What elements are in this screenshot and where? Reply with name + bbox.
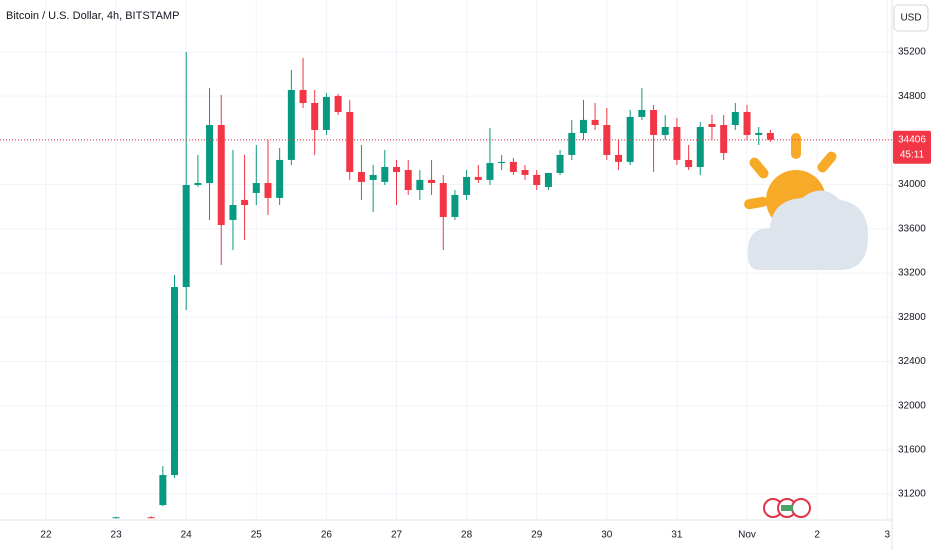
x-tick-label: 25 <box>251 530 263 541</box>
y-tick-label: 32400 <box>898 356 926 367</box>
x-tick-label: 27 <box>391 530 403 541</box>
candle-body <box>404 169 412 190</box>
x-tick-label: 31 <box>671 530 683 541</box>
candle-body <box>685 159 693 167</box>
candle-body <box>766 132 774 140</box>
x-tick-label: Nov <box>738 530 756 541</box>
candle-body <box>579 119 587 133</box>
x-tick-label: 29 <box>531 530 543 541</box>
candle-body <box>252 183 260 193</box>
y-tick-label: 32800 <box>898 312 926 323</box>
candle-body <box>696 126 704 167</box>
candle-body <box>276 159 284 198</box>
candle-body <box>568 132 576 155</box>
candle-body <box>509 161 517 172</box>
y-tick-label: 32000 <box>898 400 926 411</box>
candle-body <box>264 183 272 198</box>
candle-body <box>708 124 716 127</box>
candle-body <box>743 111 751 135</box>
y-tick-label: 33600 <box>898 223 926 234</box>
candle-body <box>533 174 541 186</box>
candle-body <box>720 124 728 153</box>
chart-title: Bitcoin / U.S. Dollar, 4h, BITSTAMP <box>6 10 179 22</box>
y-tick-label: 31600 <box>898 444 926 455</box>
candle-body <box>638 109 646 117</box>
candle-body <box>731 111 739 125</box>
candle-body <box>357 171 365 182</box>
x-tick-label: 2 <box>814 530 820 541</box>
candle-body <box>650 109 658 135</box>
candle-body <box>241 199 249 206</box>
candle-body <box>673 126 681 160</box>
candle-body <box>486 163 494 180</box>
candle-body <box>112 517 120 519</box>
candle-body <box>615 154 623 162</box>
candle-body <box>416 179 424 190</box>
countdown-label: 45:11 <box>900 149 925 160</box>
candle-body <box>287 89 295 160</box>
x-tick-label: 28 <box>461 530 473 541</box>
candle-body <box>299 89 307 104</box>
candle-body <box>755 132 763 135</box>
currency-label: USD <box>900 13 921 24</box>
candle-body <box>474 176 482 180</box>
candle-body <box>463 176 471 195</box>
y-tick-label: 31200 <box>898 489 926 500</box>
candle-body <box>661 126 669 135</box>
last-price-label: 34406 <box>898 134 926 145</box>
x-tick-label: 26 <box>321 530 333 541</box>
candle-body <box>556 154 564 173</box>
candle-body <box>521 169 529 175</box>
x-tick-label: 3 <box>884 530 890 541</box>
candle-body <box>439 183 447 217</box>
candle-body <box>591 119 599 125</box>
candle-body <box>159 475 167 506</box>
x-tick-label: 24 <box>181 530 193 541</box>
candle-body <box>334 95 342 112</box>
candle-body <box>322 96 330 130</box>
candle-body <box>147 517 155 519</box>
candle-body <box>217 124 225 226</box>
candle-body <box>393 166 401 172</box>
candle-body <box>311 103 319 130</box>
candle-body <box>428 179 436 184</box>
y-tick-label: 33200 <box>898 268 926 279</box>
candle-body <box>170 287 178 476</box>
currency-button[interactable] <box>893 4 929 32</box>
last-price-box <box>893 130 931 164</box>
weather-icon <box>744 133 868 270</box>
x-tick-label: 22 <box>40 530 52 541</box>
candle-body <box>194 183 202 186</box>
candle-body <box>369 174 377 180</box>
candle-body <box>229 205 237 220</box>
candle-body <box>182 185 190 288</box>
logo-icon <box>763 498 811 518</box>
candle-body <box>381 166 389 182</box>
y-tick-label: 34800 <box>898 91 926 102</box>
candles-layer <box>112 51 774 519</box>
candle-body <box>206 124 214 184</box>
y-tick-label: 35200 <box>898 47 926 58</box>
candle-body <box>451 194 459 217</box>
candle-body <box>346 111 354 172</box>
y-tick-label: 34000 <box>898 179 926 190</box>
x-tick-label: 23 <box>111 530 123 541</box>
candle-body <box>544 172 552 188</box>
candle-body <box>498 161 506 164</box>
x-tick-label: 30 <box>601 530 613 541</box>
